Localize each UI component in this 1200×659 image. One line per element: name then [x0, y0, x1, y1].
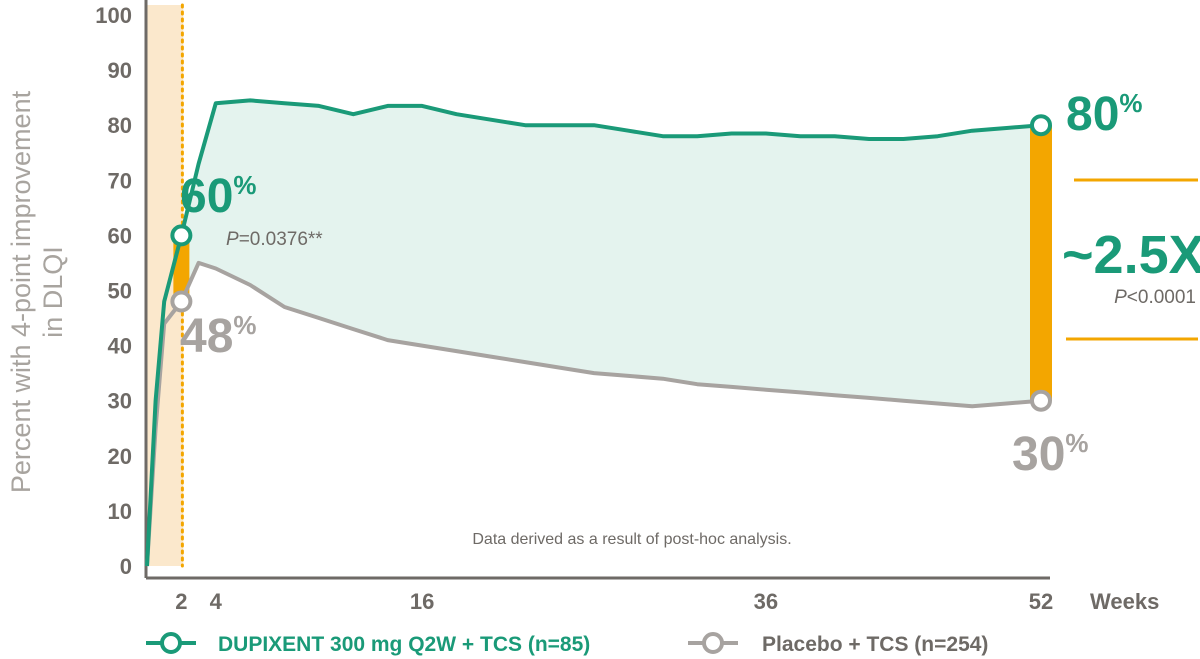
legend: DUPIXENT 300 mg Q2W + TCS (n=85) Placebo…: [146, 632, 988, 656]
x-tick-label: 36: [754, 589, 778, 614]
x-tick-label: 4: [210, 589, 223, 614]
legend-placebo-label: Placebo + TCS (n=254): [762, 633, 988, 656]
y-tick-label: 10: [108, 499, 132, 524]
dupixent-week-2-point: [170, 224, 193, 247]
week-52-placebo-label: 30%: [1012, 428, 1089, 481]
y-tick-label: 40: [108, 334, 132, 359]
y-tick-labels: 0 10 20 30 40 50 60 70 80 90 100: [95, 3, 132, 579]
difference-area: [181, 100, 1041, 407]
y-tick-label: 30: [108, 389, 132, 414]
week-52-difference-bar: [1030, 125, 1052, 401]
y-tick-label: 90: [108, 58, 132, 83]
fold-change-label: ~2.5X: [1062, 225, 1200, 285]
x-tick-label: 2: [175, 589, 187, 614]
legend-placebo-swatch-marker: [702, 632, 724, 654]
y-tick-label: 70: [108, 168, 132, 193]
placebo-week-2-point: [170, 290, 193, 313]
y-tick-label: 0: [120, 554, 132, 579]
dupixent-week-52-point: [1030, 114, 1052, 137]
y-tick-label: 100: [95, 3, 132, 28]
post-hoc-note: Data derived as a result of post-hoc ana…: [472, 531, 791, 548]
x-axis-label: Weeks: [1090, 589, 1159, 614]
week-2-placebo-label: 48%: [180, 310, 257, 363]
legend-dupixent-swatch-marker: [160, 632, 182, 654]
x-tick-label: 52: [1029, 589, 1053, 614]
week-2-p-value: P=0.0376**: [226, 229, 323, 250]
x-tick-labels: 2 4 16 36 52: [175, 589, 1053, 614]
y-tick-label: 20: [108, 444, 132, 469]
week-2-dupixent-label: 60%: [180, 170, 257, 223]
x-tick-label: 16: [410, 589, 434, 614]
dupixent-series-line: [145, 98, 1042, 567]
y-tick-label: 60: [108, 223, 132, 248]
y-tick-label: 50: [108, 279, 132, 304]
placebo-week-52-point: [1030, 389, 1052, 412]
week-52-p-value: P<0.0001: [1114, 287, 1196, 308]
y-axis-label-line1: Percent with 4-point improvement: [6, 90, 36, 493]
placebo-series-line: [145, 260, 1042, 567]
y-tick-label: 80: [108, 113, 132, 138]
y-axis-label-line2: in DLQI: [38, 246, 68, 338]
week-52-dupixent-label: 80%: [1066, 88, 1143, 141]
legend-dupixent-label: DUPIXENT 300 mg Q2W + TCS (n=85): [218, 633, 590, 656]
